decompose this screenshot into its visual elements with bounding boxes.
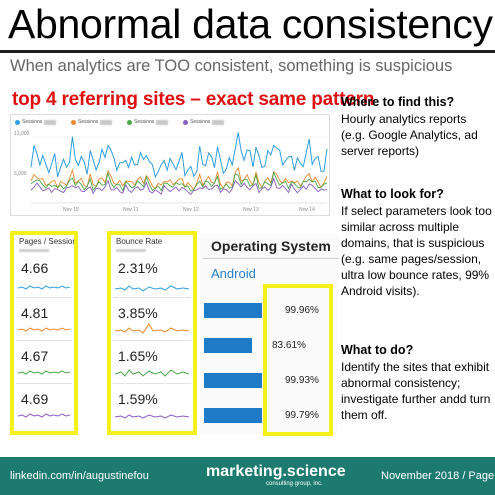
sparkline-orange xyxy=(18,327,70,332)
title-divider xyxy=(0,50,495,53)
side-answer-3: Identify the sites that exhibit abnormal… xyxy=(341,360,491,422)
bounce-rate-value: 1.59% xyxy=(118,391,158,407)
pages-session-value: 4.81 xyxy=(21,305,49,321)
legend-label: Sessions xyxy=(190,119,211,125)
blurred-subtext xyxy=(116,249,146,252)
side-question-3: What to do? xyxy=(341,343,414,357)
legend-entry-1: Sessions xyxy=(15,119,57,125)
side-answer-1: Hourly analytics reports (e.g. Google An… xyxy=(341,112,478,158)
legend-dot-blue xyxy=(15,119,20,125)
x-tick-label: Nov 11 xyxy=(123,207,139,213)
operating-system-panel xyxy=(200,234,338,434)
page-title: Abnormal data consistency xyxy=(8,1,493,47)
highlight-box xyxy=(263,284,333,436)
sparkline-blue xyxy=(18,285,70,290)
blurred-domain xyxy=(156,119,169,125)
footer-linkedin: linkedin.com/in/augustinefou xyxy=(10,470,149,482)
sparkline-purple xyxy=(115,414,189,419)
legend-entry-3: Sessions xyxy=(127,119,169,125)
page-subtitle: When analytics are TOO consistent, somet… xyxy=(10,57,453,75)
sessions-series-line-3 xyxy=(30,170,328,192)
blurred-domain xyxy=(100,119,113,125)
legend-entry-4: Sessions xyxy=(183,119,225,125)
row-divider xyxy=(113,297,191,298)
pages-session-value: 4.69 xyxy=(21,391,49,407)
y-tick-label: 6,000 xyxy=(14,171,27,177)
blurred-domain xyxy=(212,119,225,125)
pages-session-value: 4.67 xyxy=(21,348,49,364)
legend-dot-orange xyxy=(71,119,76,125)
sessions-series-line-2 xyxy=(30,166,328,191)
bounce-rate-panel xyxy=(111,234,193,432)
row-divider xyxy=(113,340,191,341)
os-bar xyxy=(204,303,262,318)
row-divider xyxy=(113,383,191,384)
legend-label: Sessions xyxy=(22,119,43,125)
os-percent: 99.93% xyxy=(285,375,319,386)
sparkline-blue xyxy=(115,285,189,292)
brand-subtext: consulting group, inc. xyxy=(266,481,323,487)
legend-label: Sessions xyxy=(134,119,155,125)
legend-dot-purple xyxy=(183,119,188,125)
legend-entry-2: Sessions xyxy=(71,119,113,125)
pages-session-value: 4.66 xyxy=(21,260,49,276)
row-divider xyxy=(16,340,72,341)
header-divider xyxy=(203,258,339,259)
blurred-domain xyxy=(44,119,57,125)
os-percent: 99.96% xyxy=(285,305,319,316)
side-question-1: Where to find this? xyxy=(341,95,455,109)
os-bar xyxy=(204,373,262,388)
x-tick-label: Nov 13 xyxy=(243,207,259,213)
sessions-series-line-1 xyxy=(30,132,328,179)
legend-dot-green xyxy=(127,119,132,125)
x-tick-label: Nov 14 xyxy=(299,207,315,213)
bounce-rate-value: 2.31% xyxy=(118,260,158,276)
highlight-box xyxy=(10,231,78,435)
footer-date-page: November 2018 / Page 0 xyxy=(381,470,495,482)
figure-heading: top 4 referring sites – exact same patte… xyxy=(12,89,375,110)
brand-logo-text: marketing.science xyxy=(206,463,346,480)
sparkline-green xyxy=(18,370,70,375)
row-divider xyxy=(16,383,72,384)
highlight-box xyxy=(107,231,197,435)
side-question-2: What to look for? xyxy=(341,187,444,201)
os-percent: 83.61% xyxy=(272,340,306,351)
side-answer-2: If select parameters look too similar ac… xyxy=(341,204,492,298)
os-category-label: Android xyxy=(211,266,256,281)
os-percent: 99.79% xyxy=(285,410,319,421)
os-bar xyxy=(204,338,252,353)
row-divider xyxy=(16,297,72,298)
operating-system-heading: Operating System xyxy=(211,238,331,254)
sessions-chart: Sessions Sessions Sessions Sessions 12,0… xyxy=(10,114,330,216)
legend-label: Sessions xyxy=(78,119,99,125)
pages-session-heading: Pages / Session xyxy=(19,237,77,246)
sparkline-purple xyxy=(18,413,70,418)
blurred-subtext xyxy=(19,249,49,252)
sparkline-green xyxy=(115,369,189,377)
x-tick-label: Nov 15 xyxy=(63,207,79,213)
sessions-series-line-4 xyxy=(30,177,328,195)
x-tick-label: Nov 12 xyxy=(183,207,199,213)
bounce-rate-value: 1.65% xyxy=(118,348,158,364)
chart-plot xyxy=(30,132,328,204)
footer-bar xyxy=(0,457,495,495)
pages-session-panel xyxy=(14,234,74,432)
os-bar xyxy=(204,408,262,423)
bounce-rate-heading: Bounce Rate xyxy=(116,237,163,246)
y-tick-label: 12,000 xyxy=(14,131,30,137)
sparkline-orange xyxy=(115,323,189,334)
bounce-rate-value: 3.85% xyxy=(118,305,158,321)
